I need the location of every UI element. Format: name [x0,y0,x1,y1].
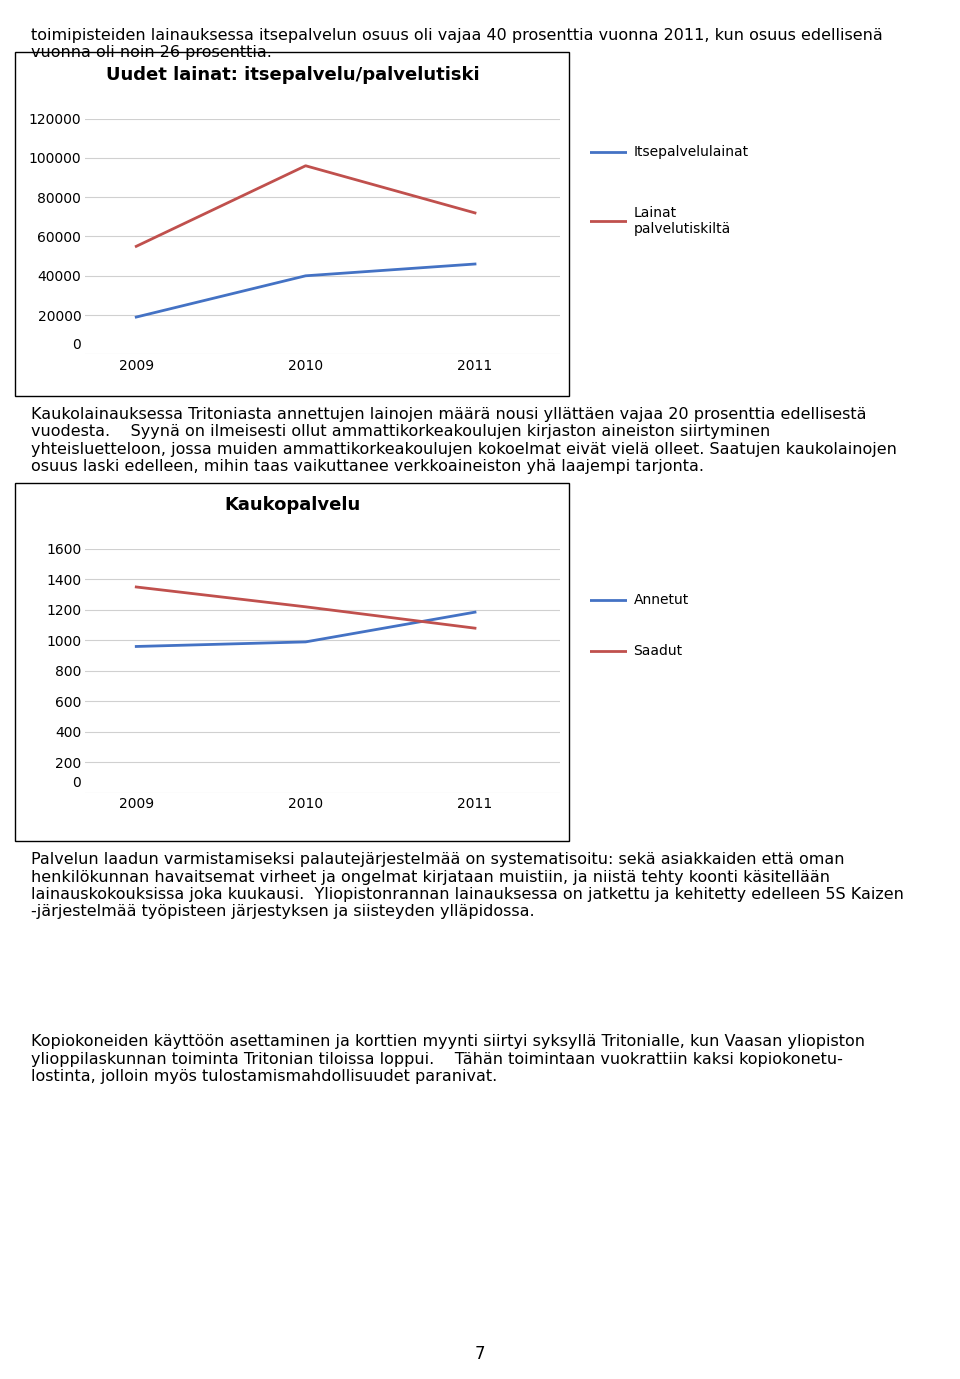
Text: Lainat
palvelutiskiltä: Lainat palvelutiskiltä [634,205,731,236]
Text: Uudet lainat: itsepalvelu/palvelutiski: Uudet lainat: itsepalvelu/palvelutiski [106,66,479,84]
Text: toimipisteiden lainauksessa itsepalvelun osuus oli vajaa 40 prosenttia vuonna 20: toimipisteiden lainauksessa itsepalvelun… [31,28,882,59]
Text: 7: 7 [475,1345,485,1364]
Text: 0: 0 [72,338,81,352]
Text: Itsepalvelulainat: Itsepalvelulainat [634,145,749,159]
Text: Kaukolainauksessa Tritoniasta annettujen lainojen määrä nousi yllättäen vajaa 20: Kaukolainauksessa Tritoniasta annettujen… [31,407,897,474]
Text: 0: 0 [72,776,81,790]
Text: Palvelun laadun varmistamiseksi palautejärjestelmää on systematisoitu: sekä asia: Palvelun laadun varmistamiseksi palautej… [31,852,903,920]
Text: Saadut: Saadut [634,644,683,658]
Text: Annetut: Annetut [634,593,689,607]
Text: Kopiokoneiden käyttöön asettaminen ja korttien myynti siirtyi syksyllä Tritonial: Kopiokoneiden käyttöön asettaminen ja ko… [31,1034,865,1084]
Text: Kaukopalvelu: Kaukopalvelu [225,496,360,514]
